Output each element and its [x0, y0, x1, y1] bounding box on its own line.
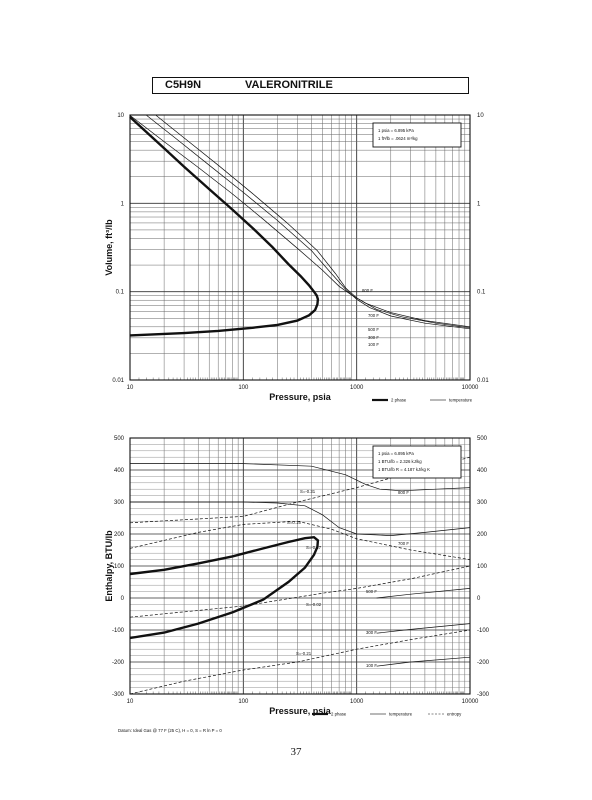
volume-chart: 10 100 1000 100001010.10.011010.10.01Pressu…: [104, 113, 489, 403]
isotherm-label: 100 F: [368, 342, 379, 347]
y-tick-label: 0.01: [112, 378, 124, 384]
enthalpy-chart: 10 100 1000 100005004003002001000-100-200-3…: [104, 436, 490, 733]
x-tick-label: 10000: [462, 385, 479, 391]
x-tick-label: 1000: [350, 385, 364, 391]
legend-label: temperature: [389, 712, 413, 717]
y-tick-label-right: 500: [477, 436, 488, 442]
entropy-line: [129, 629, 471, 695]
x-axis-label: Pressure, psia: [269, 392, 332, 402]
entropy-label: S=-0.02: [306, 602, 322, 607]
y-tick-label: 300: [114, 500, 125, 506]
y-tick-label-right: 200: [477, 532, 488, 538]
x-axis-label: Pressure, psia: [269, 706, 332, 716]
y-axis-label: Volume, ft³/lb: [104, 219, 114, 276]
conversion-text: 1 BTU/lb R = 4.187 kJ/kg K: [378, 467, 430, 472]
y-tick-label: 400: [114, 468, 125, 474]
conversion-text: 1 BTU/lb = 2.326 kJ/kg: [378, 459, 422, 464]
y-tick-label-right: 0: [477, 596, 481, 602]
entropy-line: [129, 520, 471, 560]
y-tick-label-right: 0.01: [477, 378, 489, 384]
isotherm-label: 300 F: [368, 335, 379, 340]
y-tick-label-right: -100: [477, 628, 490, 634]
isotherm-label: 500 F: [368, 327, 379, 332]
y-tick-label: -200: [112, 660, 125, 666]
y-tick-label: 100: [114, 564, 125, 570]
temperature-line: [130, 463, 471, 492]
conversion-box: [372, 445, 462, 479]
x-tick-label: 1000: [350, 699, 364, 705]
temperature-label: 300 F: [366, 630, 377, 635]
temperature-label: 500 F: [366, 589, 377, 594]
legend-label: temperature: [449, 398, 473, 403]
y-tick-label-right: -200: [477, 660, 490, 666]
compound-name: VALERONITRILE: [245, 79, 333, 91]
y-tick-label-right: -300: [477, 692, 490, 698]
temperature-label: 100 F: [366, 663, 377, 668]
temperature-line: [129, 115, 471, 328]
y-tick-label-right: 0.1: [477, 290, 486, 296]
y-tick-label: 200: [114, 532, 125, 538]
isotherm-label: 800 F: [362, 288, 373, 293]
temperature-line: [130, 501, 471, 536]
temperature-line: [376, 623, 471, 634]
y-axis-label: Enthalpy, BTU/lb: [104, 530, 114, 602]
temperature-line: [376, 588, 471, 599]
entropy-label: S=-0.31: [300, 489, 316, 494]
y-tick-label-right: 100: [477, 564, 488, 570]
temperature-line: [376, 656, 471, 667]
two-phase-curve: [129, 535, 320, 640]
x-tick-label: 10: [127, 699, 134, 705]
legend-label: 2 phase: [331, 712, 347, 717]
y-tick-label-right: 400: [477, 468, 488, 474]
y-tick-label-right: 300: [477, 500, 488, 506]
temperature-label: 800 F: [398, 490, 409, 495]
y-tick-label: 0.1: [116, 290, 125, 296]
temperature-line: [155, 115, 471, 329]
isotherm-label: 700 F: [368, 313, 379, 318]
conversion-box: [372, 122, 462, 148]
y-tick-label-right: 10: [477, 113, 484, 119]
compound-formula: C5H9N: [165, 79, 202, 91]
y-tick-label: -100: [112, 628, 125, 634]
y-tick-label: 500: [114, 436, 125, 442]
x-tick-label: 100: [238, 699, 249, 705]
conversion-text: 1 ft³/lb = .0624 m³/kg: [378, 136, 418, 141]
temperature-line: [146, 115, 471, 330]
plot-frame: [129, 437, 471, 695]
conversion-text: 1 psia = 6.895 kPa: [378, 451, 414, 456]
temperature-label: 700 F: [398, 541, 409, 546]
plot-frame: [129, 114, 471, 381]
y-tick-label: 0: [121, 596, 125, 602]
x-tick-label: 100: [238, 385, 249, 391]
conversion-text: 1 psia = 6.895 kPa: [378, 128, 414, 133]
legend-label: entropy: [447, 712, 462, 717]
y-tick-label: 1: [121, 201, 125, 207]
y-tick-label: 10: [117, 113, 124, 119]
entropy-label: S=-0.21: [296, 651, 312, 656]
entropy-line: [129, 565, 471, 618]
datum-footnote: Datum: Ideal Gas @ 77 F (25 C), H = 0, S…: [118, 728, 222, 733]
x-tick-label: 10000: [462, 699, 479, 705]
y-tick-label: -300: [112, 692, 125, 698]
legend-label: 2 phase: [391, 398, 407, 403]
page-number: 37: [290, 746, 302, 758]
x-tick-label: 10: [127, 385, 134, 391]
y-tick-label-right: 1: [477, 201, 481, 207]
entropy-label: S=-0.17: [306, 545, 322, 550]
two-phase-curve: [129, 116, 320, 337]
title-box: C5H9N VALERONITRILE: [152, 77, 469, 94]
entropy-label: S=0.15: [287, 520, 301, 525]
